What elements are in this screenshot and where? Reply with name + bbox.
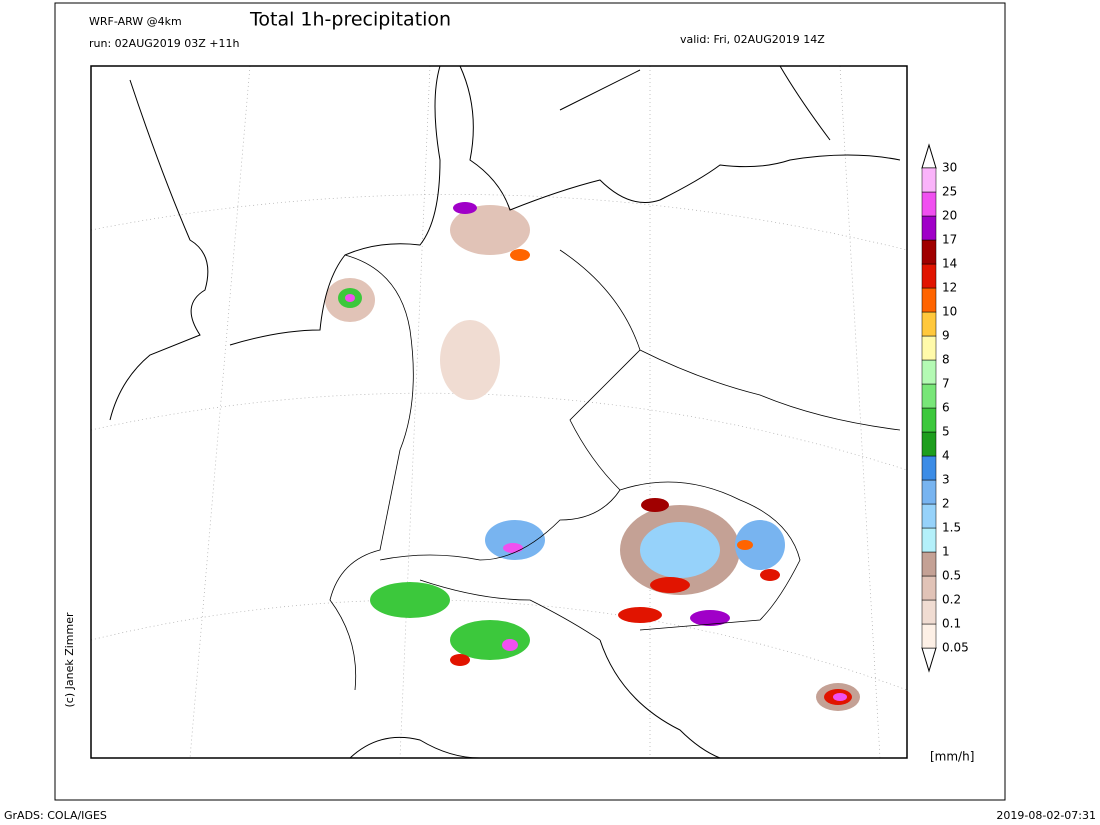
footer-left: GrADS: COLA/IGES bbox=[4, 809, 107, 822]
colorbar-label: 8 bbox=[942, 353, 950, 367]
colorbar-label: 7 bbox=[942, 377, 950, 391]
credit: (c) Janek Zimmer bbox=[63, 612, 76, 708]
colorbar-label: 0.05 bbox=[942, 641, 969, 655]
colorbar-swatch bbox=[921, 527, 937, 553]
unit-label: [mm/h] bbox=[930, 750, 974, 764]
colorbar: 0.05 0.1 0.2 0.5 1 1.5 2 3 4 5 6 7 8 9 10 12 14 17 20 25 30 bbox=[921, 143, 969, 673]
map-frame bbox=[90, 65, 908, 759]
colorbar-label: 1 bbox=[942, 545, 950, 559]
coastlines bbox=[109, 65, 901, 759]
colorbar-swatch bbox=[921, 455, 937, 481]
colorbar-label: 0.5 bbox=[942, 569, 961, 583]
colorbar-label: 12 bbox=[942, 281, 957, 295]
colorbar-swatch bbox=[921, 383, 937, 409]
colorbar-swatch bbox=[921, 311, 937, 337]
colorbar-swatch bbox=[921, 359, 937, 385]
borders bbox=[329, 249, 901, 691]
colorbar-label: 4 bbox=[942, 449, 950, 463]
title: Total 1h-precipitation bbox=[249, 9, 451, 31]
colorbar-bottom-arrow bbox=[921, 647, 937, 673]
colorbar-swatch bbox=[921, 191, 937, 217]
colorbar-swatch bbox=[921, 215, 937, 241]
colorbar-label: 3 bbox=[942, 473, 950, 487]
colorbar-swatch bbox=[921, 479, 937, 505]
colorbar-swatch bbox=[921, 239, 937, 265]
colorbar-label: 2 bbox=[942, 497, 950, 511]
colorbar-swatch bbox=[921, 575, 937, 601]
colorbar-label: 6 bbox=[942, 401, 950, 415]
graticule bbox=[90, 65, 908, 759]
colorbar-label: 0.2 bbox=[942, 593, 961, 607]
colorbar-swatch bbox=[921, 599, 937, 625]
colorbar-swatch bbox=[921, 431, 937, 457]
colorbar-label: 25 bbox=[942, 185, 957, 199]
colorbar-label: 0.1 bbox=[942, 617, 961, 631]
colorbar-swatch bbox=[921, 287, 937, 313]
colorbar-swatch bbox=[921, 335, 937, 361]
colorbar-label: 1.5 bbox=[942, 521, 961, 535]
colorbar-top-arrow bbox=[921, 143, 937, 169]
colorbar-label: 17 bbox=[942, 233, 957, 247]
colorbar-label: 14 bbox=[942, 257, 957, 271]
colorbar-swatch bbox=[921, 503, 937, 529]
colorbar-swatch bbox=[921, 623, 937, 649]
colorbar-label: 5 bbox=[942, 425, 950, 439]
colorbar-swatch bbox=[921, 407, 937, 433]
colorbar-swatch bbox=[921, 263, 937, 289]
colorbar-label: 30 bbox=[942, 161, 957, 175]
colorbar-label: 9 bbox=[942, 329, 950, 343]
colorbar-label: 10 bbox=[942, 305, 957, 319]
colorbar-swatch bbox=[921, 551, 937, 577]
map bbox=[90, 65, 908, 759]
precipitation bbox=[325, 202, 860, 711]
colorbar-swatch bbox=[921, 167, 937, 193]
model-label: WRF-ARW @4km bbox=[89, 15, 182, 28]
run-label: run: 02AUG2019 03Z +11h bbox=[89, 37, 239, 50]
valid-label: valid: Fri, 02AUG2019 14Z bbox=[680, 33, 825, 46]
outer-frame bbox=[54, 2, 1006, 801]
footer-right: 2019-08-02-07:31 bbox=[996, 809, 1096, 822]
colorbar-label: 20 bbox=[942, 209, 957, 223]
